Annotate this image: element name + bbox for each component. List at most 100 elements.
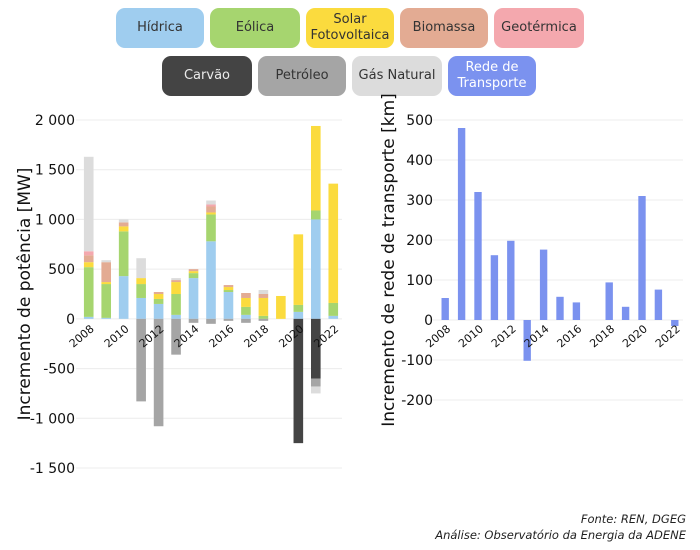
power-bar-petroleo-2014 — [188, 318, 199, 323]
power-bar-eolica-2017 — [241, 306, 251, 315]
power-bar-eolica-2013 — [171, 294, 181, 315]
power-bar-eolica-2020 — [293, 304, 304, 312]
power-y-tick-label: 1 500 — [35, 163, 75, 179]
legend-petroleo[interactable]: Petróleo — [258, 56, 346, 96]
power-bar-petroleo-2013 — [171, 318, 181, 355]
power-bar-biomassa-2017 — [241, 293, 251, 298]
power-y-tick-label: 1 000 — [35, 212, 75, 228]
legend-label: Carvão — [183, 68, 230, 83]
legend-label: Petróleo — [275, 68, 329, 83]
legend-carvao[interactable]: Carvão — [162, 56, 252, 96]
power-y-axis-title: Incremento de potência [MW] — [15, 168, 35, 421]
power-bar-eolica-2014 — [188, 273, 199, 279]
legend-geotermica[interactable]: Geotérmica — [494, 8, 584, 48]
power-y-tick-label: -1 000 — [30, 411, 75, 427]
grid-bar-rede-2010 — [474, 192, 482, 320]
power-bar-carvao-2020 — [293, 318, 304, 444]
legend-solar[interactable]: Solar Fotovoltaica — [306, 8, 394, 48]
grid-bar-rede-2022 — [671, 320, 679, 326]
grid-bar-rede-2009 — [457, 128, 466, 320]
power-bar-biomassa-2009 — [101, 262, 112, 283]
power-bar-solar-2014 — [188, 271, 199, 274]
grid-x-tick-label: 2010 — [456, 322, 486, 350]
power-bar-eolica-2015 — [206, 214, 216, 242]
grid-x-tick-label: 2022 — [653, 322, 683, 350]
grid-bar-rede-2008 — [441, 298, 449, 320]
power-bar-biomassa-2010 — [118, 222, 129, 227]
power-bar-hidrica-2009 — [101, 317, 112, 319]
power-bar-hidrica-2013 — [171, 314, 181, 319]
power-bar-hidrica-2016 — [223, 292, 234, 319]
power-bar-gas_natural-2021 — [310, 386, 321, 394]
grid-y-tick-label: 500 — [406, 113, 433, 129]
power-bar-geotermica-2008 — [83, 251, 94, 256]
grid-x-tick-label: 2012 — [489, 322, 519, 350]
power-y-tick-label: -1 500 — [30, 461, 75, 477]
power-bar-hidrica-2011 — [136, 297, 146, 319]
power-bar-solar-2018 — [258, 297, 269, 316]
legend-gas-natural[interactable]: Gás Natural — [352, 56, 442, 96]
grid-bar-rede-2016 — [572, 302, 581, 320]
power-bar-solar-2008 — [83, 262, 94, 268]
legend-rede-transporte[interactable]: Rede de Transporte — [448, 56, 536, 96]
power-bar-eolica-2021 — [310, 210, 321, 220]
legend-label: Gás Natural — [358, 68, 436, 83]
power-bar-eolica-2012 — [153, 298, 164, 304]
grid-bar-rede-2011 — [490, 255, 499, 320]
legend-eolica[interactable]: Eólica — [210, 8, 300, 48]
power-bar-eolica-2010 — [118, 231, 129, 277]
grid-x-tick-label: 2020 — [620, 322, 650, 350]
power-bar-gas_natural-2018 — [258, 290, 269, 294]
power-bar-biomassa-2015 — [206, 206, 216, 213]
grid-y-tick-label: -100 — [401, 353, 433, 369]
power-bar-gas_natural-2009 — [101, 260, 112, 263]
power-bar-biomassa-2008 — [83, 255, 94, 263]
power-bar-petroleo-2011 — [136, 318, 146, 402]
power-bar-hidrica-2015 — [206, 241, 216, 319]
power-x-tick-label: 2018 — [242, 322, 272, 350]
power-bar-biomassa-2018 — [258, 294, 269, 298]
power-bar-biomassa-2013 — [171, 280, 181, 283]
power-bar-biomassa-2014 — [188, 269, 199, 272]
power-bar-carvao-2021 — [310, 318, 321, 379]
grid-bar-rede-2021 — [654, 289, 663, 320]
grid-y-tick-label: 400 — [406, 153, 433, 169]
source-text: Fonte: REN, DGEG — [580, 512, 686, 526]
power-bar-petroleo-2016 — [223, 318, 234, 321]
grid-bar-rede-2014 — [539, 249, 548, 320]
power-bar-eolica-2011 — [136, 284, 146, 298]
power-bar-solar-2021 — [310, 125, 321, 211]
legend-biomassa[interactable]: Biomassa — [400, 8, 488, 48]
power-bar-hidrica-2021 — [310, 219, 321, 319]
analysis-text: Análise: Observatório da Energia da ADEN… — [435, 528, 686, 542]
power-bar-eolica-2018 — [258, 315, 269, 319]
power-bar-solar-2022 — [328, 183, 339, 303]
grid-bar-rede-2018 — [605, 282, 613, 320]
power-y-tick-label: 0 — [66, 312, 75, 328]
power-bar-gas_natural-2013 — [171, 278, 181, 281]
power-bar-hidrica-2010 — [118, 276, 129, 319]
power-bar-hidrica-2017 — [241, 314, 251, 319]
power-y-tick-label: -500 — [43, 362, 75, 378]
power-bar-gas_natural-2008 — [83, 156, 94, 252]
power-bar-biomassa-2012 — [153, 292, 164, 294]
grid-y-tick-label: 100 — [406, 273, 433, 289]
power-bar-hidrica-2008 — [83, 316, 94, 319]
power-bar-eolica-2008 — [83, 267, 94, 317]
power-bar-petroleo-2015 — [206, 318, 216, 324]
legend-label: Eólica — [235, 20, 275, 35]
legend-label: Rede de Transporte — [457, 60, 527, 91]
power-bar-solar-2015 — [206, 212, 216, 215]
power-bar-hidrica-2014 — [188, 278, 199, 319]
power-bar-solar-2017 — [241, 297, 251, 307]
grid-x-tick-label: 2018 — [587, 322, 617, 350]
grid-bar-rede-2019 — [621, 306, 630, 320]
power-bar-solar-2016 — [223, 287, 234, 291]
legend-hidrica[interactable]: Hídrica — [116, 8, 204, 48]
power-x-tick-label: 2010 — [102, 322, 132, 350]
power-bar-eolica-2022 — [328, 302, 339, 316]
power-y-tick-label: 500 — [48, 262, 75, 278]
grid-x-tick-label: 2016 — [555, 322, 585, 350]
